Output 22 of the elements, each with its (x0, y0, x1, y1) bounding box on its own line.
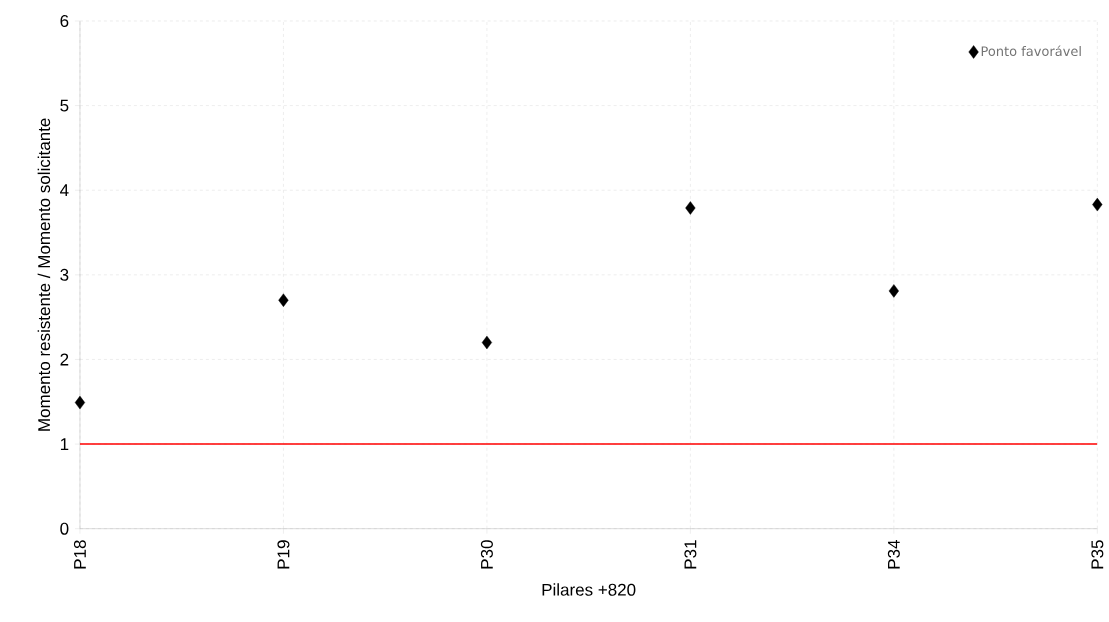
y-tick-label: 4 (60, 184, 69, 197)
legend-label: Ponto favorável (981, 45, 1081, 57)
y-tick-label: 6 (60, 15, 69, 28)
x-tick-label: P31 (684, 540, 697, 569)
point (888, 284, 899, 298)
x-tick-label: P30 (480, 540, 493, 569)
y-tick-label: 3 (60, 269, 69, 282)
y-tick-label: 2 (60, 353, 69, 366)
y-axis-title: Momento resistente / Momento solicitante (37, 118, 51, 431)
x-tick-label: P35 (1091, 540, 1104, 569)
point (1092, 198, 1103, 212)
x-tick-label: P34 (887, 540, 900, 569)
x-axis-title: Pilares +820 (542, 583, 636, 596)
point (278, 293, 289, 308)
x-tick-label: P19 (277, 540, 290, 569)
y-tick-label: 0 (60, 522, 69, 535)
x-tick-label: P18 (73, 540, 86, 569)
point (685, 201, 696, 215)
point (481, 336, 492, 350)
y-tick-label: 5 (60, 99, 69, 112)
y-tick-label: 1 (60, 438, 69, 451)
point (74, 396, 86, 410)
